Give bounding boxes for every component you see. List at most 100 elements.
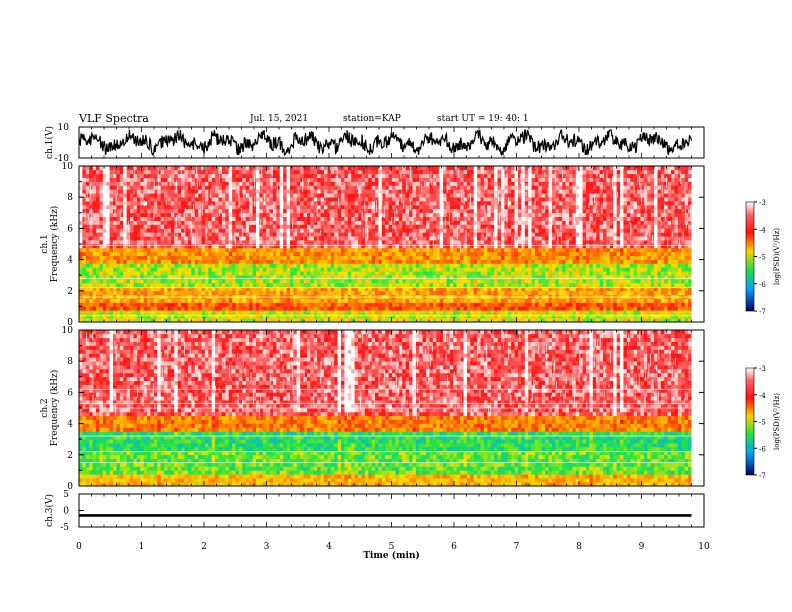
ch1-spectrogram-cell: [177, 208, 182, 214]
ch1-spectrogram-cell: [409, 193, 413, 198]
ch1-spectrogram-cell: [228, 216, 233, 221]
ch1-spectrogram-cell: [286, 201, 291, 206]
ch1-spectrogram-cell: [92, 314, 97, 319]
ch1-spectrogram-cell: [286, 240, 291, 245]
ch1-spectrogram-cell: [269, 275, 274, 280]
ch1-spectrogram-cell: [358, 201, 362, 206]
ch1-spectrogram-cell: [364, 251, 369, 256]
ch1-spectrogram-cell: [351, 240, 355, 245]
ch1-spectrogram-cell: [310, 302, 315, 307]
ch1-spectrogram-cell: [470, 306, 475, 311]
ch1-spectrogram-cell: [500, 298, 505, 303]
ch1-spectrogram-cell: [415, 247, 420, 253]
ch1-spectrogram-cell: [480, 197, 485, 202]
ch1-spectrogram-cell: [446, 193, 451, 198]
ch1-spectrogram-cell: [317, 201, 321, 206]
ch1-spectrogram-cell: [276, 310, 281, 315]
ch1-spectrogram-cell: [191, 286, 195, 292]
ch1-spectrogram-cell: [238, 216, 243, 221]
ch1-spectrogram-cell: [320, 310, 325, 315]
ch1-spectrogram-cell: [157, 173, 161, 178]
ch1-spectrogram-cell: [116, 240, 121, 245]
ch1-spectrogram-cell: [266, 169, 270, 175]
ch1-spectrogram-cell: [116, 228, 121, 233]
ch1-spectrogram-cell: [262, 166, 267, 171]
ch1-spectrogram-cell: [463, 205, 468, 210]
ch1-spectrogram-cell: [466, 177, 471, 182]
ch1-spectrogram-cell: [181, 197, 185, 202]
ch1-spectrogram-cell: [242, 232, 247, 237]
ch1-spectrogram-cell: [259, 240, 264, 245]
ch1-spectrogram-cell: [500, 259, 505, 264]
ch1-spectrogram-cell: [119, 216, 124, 221]
ch1-spectrogram-cell: [361, 197, 366, 202]
ch1-spectrogram-cell: [477, 220, 481, 225]
ch1-spectrogram-cell: [204, 205, 209, 210]
ch1-spectrogram-cell: [361, 208, 366, 214]
ch1-spectrogram-cell: [443, 228, 447, 233]
ch1-spectrogram-cell: [330, 232, 335, 237]
ch1-spectrogram-cell: [153, 193, 158, 198]
ch1-spectrogram-cell: [500, 236, 505, 241]
ch1-spectrogram-cell: [92, 279, 97, 284]
ch1-spectrogram-cell: [160, 232, 165, 237]
ch1-spectrogram-cell: [310, 201, 315, 206]
ch1-spectrogram-cell: [480, 166, 485, 171]
ch1-spectrogram-cell: [181, 181, 185, 186]
ch1-spectrogram-cell: [116, 193, 121, 198]
ch1-spectrogram-cell: [341, 212, 345, 217]
ch1-spectrogram-cell: [381, 259, 386, 264]
ch1-spectrogram-cell: [198, 271, 202, 276]
ch1-spectrogram-cell: [245, 193, 250, 198]
ch1-spectrogram-cell: [398, 212, 403, 217]
ch1-spectrogram-cell: [194, 259, 199, 264]
ch1-spectrogram-cell: [133, 173, 138, 178]
ch1-spectrogram-cell: [398, 267, 403, 272]
ch1-spectrogram-cell: [371, 290, 376, 295]
ch1-spectrogram-cell: [204, 263, 209, 268]
ch1-spectrogram-cell: [228, 271, 233, 276]
ch1-spectrogram-cell: [187, 314, 192, 319]
ch1-spectrogram-cell: [184, 169, 189, 175]
ch1-spectrogram-cell: [341, 166, 345, 171]
ch1-spectrogram-cell: [116, 259, 121, 264]
ch1-spectrogram-cell: [296, 224, 301, 229]
ch1-spectrogram-cell: [211, 181, 216, 186]
ch1-spectrogram-cell: [232, 244, 236, 249]
ch1-spectrogram-cell: [334, 212, 338, 217]
ch1-spectrogram-cell: [133, 275, 138, 280]
ch1-spectrogram-cell: [415, 197, 420, 202]
ch1-spectrogram-cell: [494, 275, 498, 280]
ch1-spectrogram-cell: [494, 302, 498, 307]
ch1-spectrogram-cell: [191, 212, 195, 217]
ch1-spectrogram-cell: [215, 290, 219, 295]
ch1-spectrogram-cell: [320, 173, 325, 178]
ch1-spectrogram-cell: [381, 240, 386, 245]
ch1-spectrogram-cell: [381, 255, 386, 260]
ch1-spectrogram-cell: [266, 298, 270, 303]
ch1-spectrogram-cell: [364, 193, 369, 198]
ch1-spectrogram-cell: [375, 224, 379, 229]
ch1-spectrogram-cell: [381, 310, 386, 315]
ch1-spectrogram-cell: [436, 166, 440, 171]
ch1-spectrogram-cell: [266, 259, 270, 264]
ch1-spectrogram-cell: [351, 193, 355, 198]
ch1-spectrogram-cell: [327, 236, 332, 241]
ch1-spectrogram-cell: [174, 310, 178, 315]
ch1-spectrogram-cell: [225, 166, 230, 171]
ch1-spectrogram-cell: [82, 173, 87, 178]
ch1-spectrogram-cell: [364, 232, 369, 237]
ch1-spectrogram-cell: [208, 267, 213, 272]
ch1-spectrogram-cell: [85, 205, 90, 210]
ch1-spectrogram-cell: [201, 286, 206, 292]
ch1-spectrogram-cell: [303, 251, 308, 256]
ch1-spectrogram-cell: [378, 201, 383, 206]
ch1-spectrogram-cell: [358, 216, 362, 221]
ch1-spectrogram-cell: [409, 224, 413, 229]
ch1-spectrogram-cell: [204, 279, 209, 284]
ch1-spectrogram-cell: [358, 236, 362, 241]
ch1-spectrogram-cell: [443, 185, 447, 190]
ch1-spectrogram-cell: [324, 310, 328, 315]
ch1-spectrogram-cell: [487, 255, 492, 260]
